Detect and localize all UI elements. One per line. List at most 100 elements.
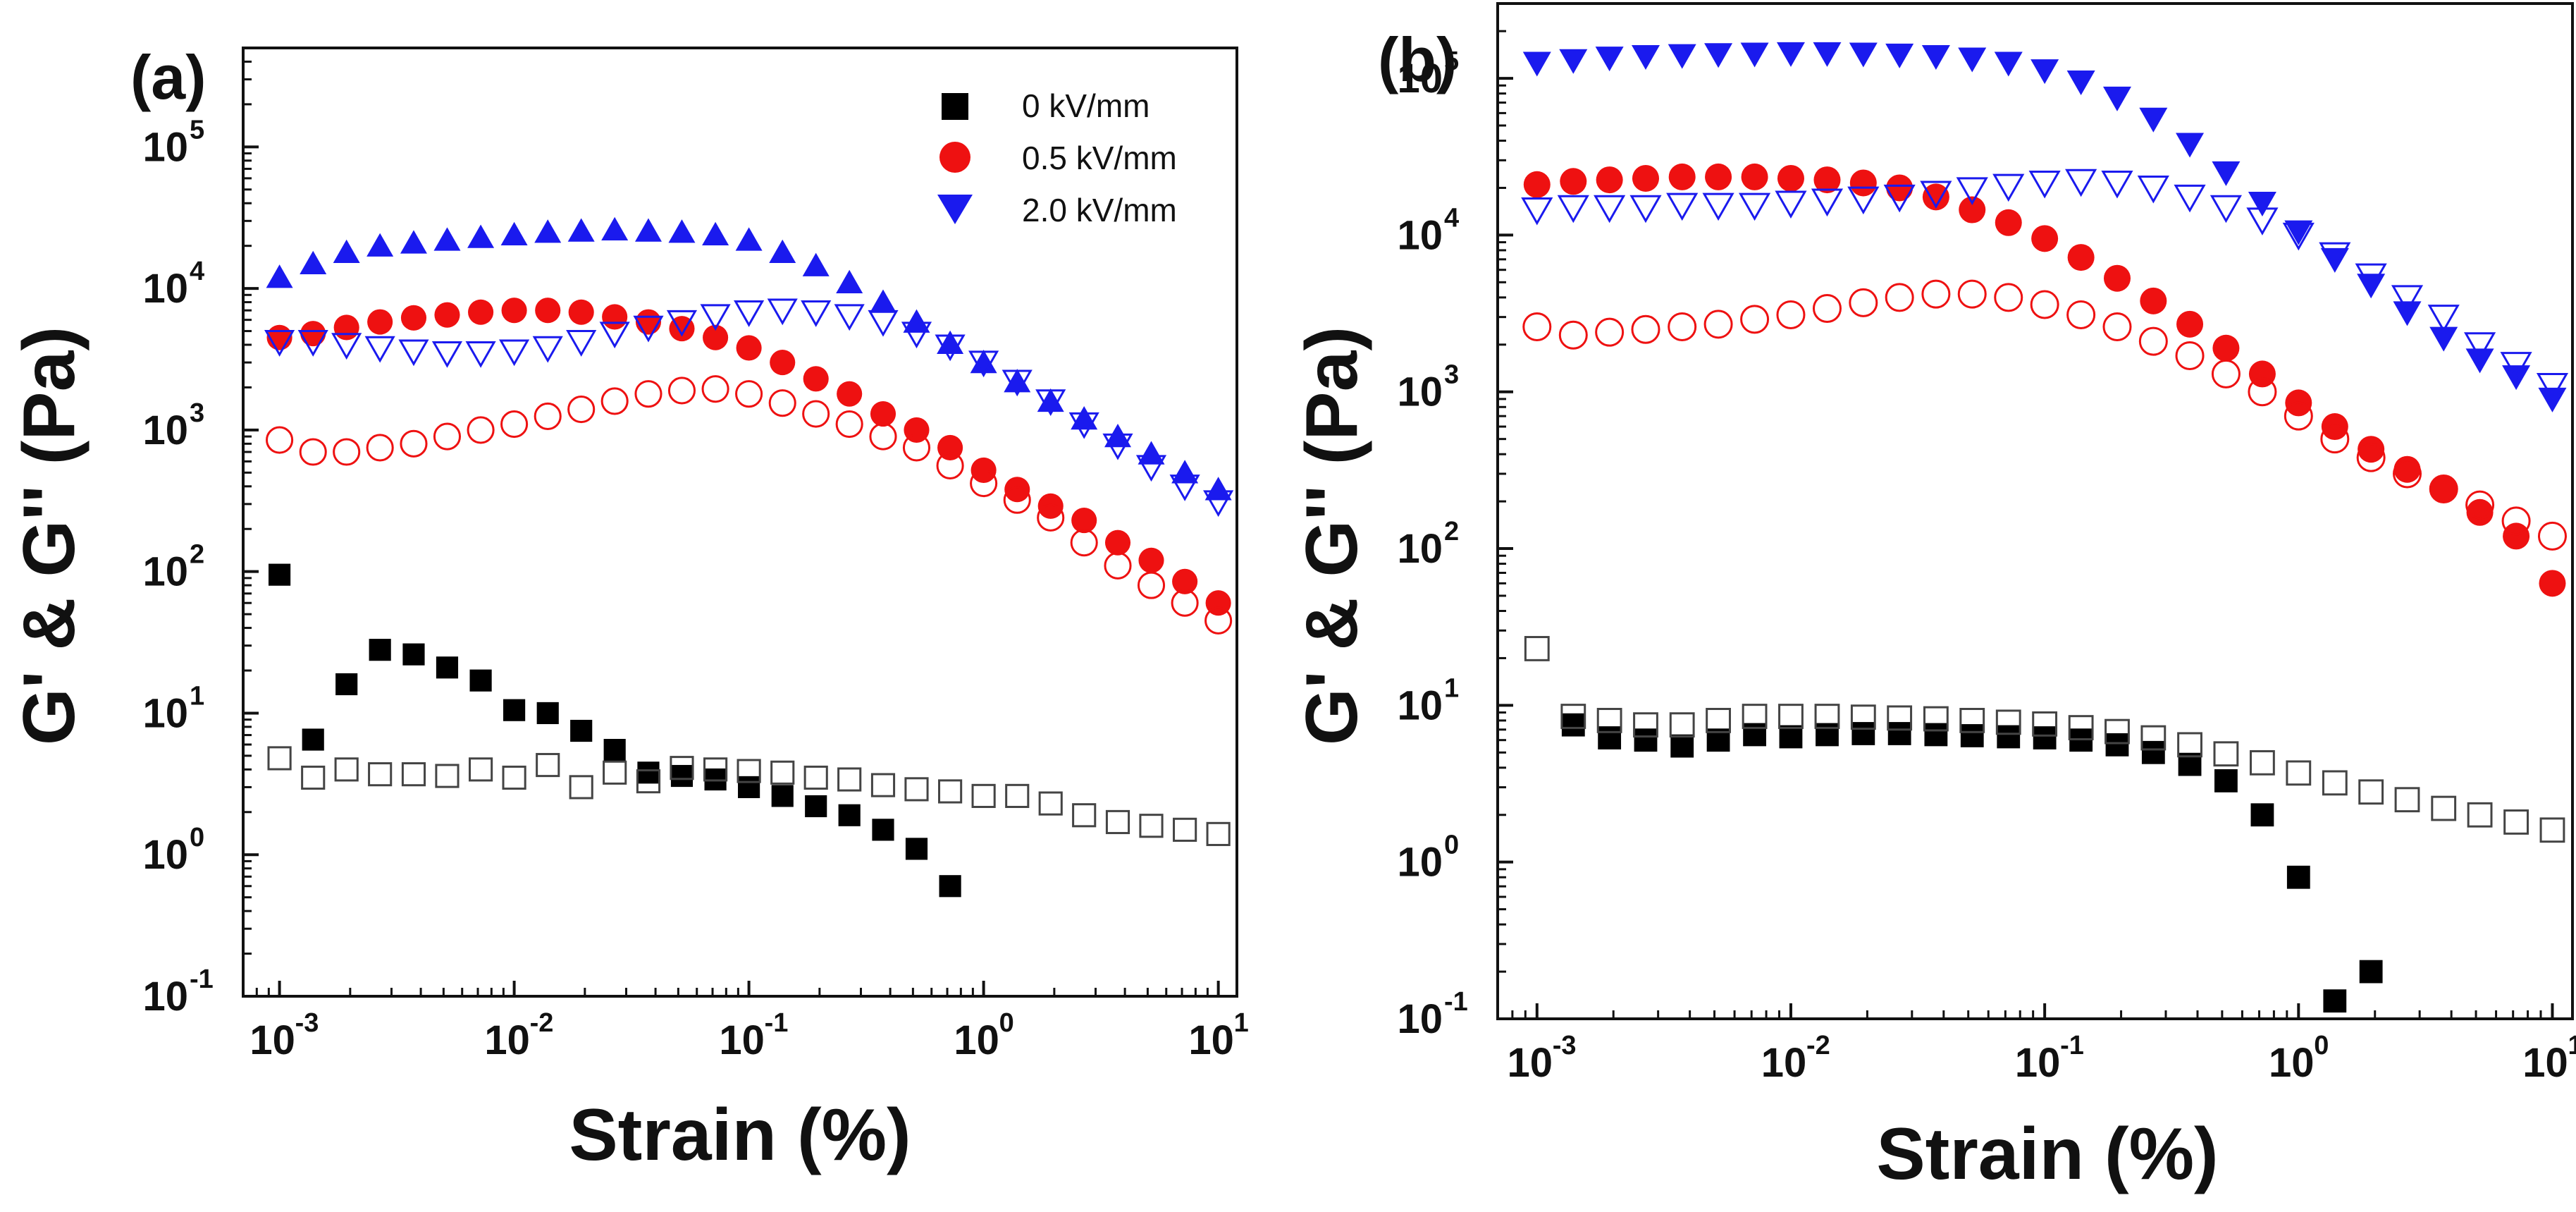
panel-b-series4-point: [2066, 71, 2095, 96]
panel-b-series2-point: [1523, 171, 1551, 198]
panel-a-series4-point: [1204, 477, 1232, 501]
panel-b-series0-point: [2141, 740, 2165, 764]
panel-b-series1-point: [2503, 809, 2529, 835]
panel-b-series1-point: [1850, 704, 1876, 730]
panel-a-series0-point: [805, 795, 827, 818]
panel-a-series0-point: [269, 563, 291, 586]
y-tick-exponent: 5: [1444, 47, 1459, 76]
panel-b-series1-point: [1814, 704, 1840, 729]
panel-b-series5-point: [2028, 170, 2061, 199]
panel-a-series4-point: [1138, 441, 1165, 465]
panel-b-series3-point: [2248, 377, 2277, 407]
y-tick-exponent: -1: [190, 965, 214, 994]
panel-b-series2-point: [2503, 522, 2530, 550]
panel-b-series5-point: [2174, 184, 2206, 213]
panel-b-series5-point: [2282, 222, 2315, 251]
panel-a-series0-point: [436, 656, 459, 679]
panel-a-series2-point: [568, 299, 594, 325]
panel-b-series4-point: [1958, 47, 1987, 73]
panel-b-series3-point: [2465, 490, 2495, 520]
panel-a-series1-point: [569, 775, 593, 800]
panel-b-series1-point: [2140, 725, 2167, 751]
panel-b-series5-point: [2137, 175, 2169, 204]
panel-b-series4-point: [1668, 44, 1696, 69]
x-tick-exponent: -3: [295, 1008, 319, 1038]
panel-b-series0-point: [1997, 725, 2021, 749]
panel-b-series0-point: [1779, 725, 1803, 749]
panel-b-series1-point: [1742, 704, 1768, 729]
panel-b-series1-point: [2394, 787, 2420, 813]
panel-a-series3-point: [266, 426, 294, 454]
legend-marker-0kv: [942, 93, 968, 120]
y-tick-label: 10: [1397, 369, 1443, 415]
panel-b-series0-point: [1561, 713, 1585, 737]
panel-a-series1-point: [1206, 821, 1231, 846]
panel-b-series0-point: [1851, 722, 1875, 745]
panel-a-series1-point: [301, 765, 326, 790]
panel-a-series4-point: [1171, 460, 1199, 484]
panel-a-series5-point: [767, 298, 798, 326]
panel-b-series5-point: [1738, 192, 1771, 221]
panel-b-series3-point: [2537, 521, 2567, 551]
panel-b-series4-point: [1595, 47, 1624, 72]
panel-b-series5-point: [1956, 177, 1988, 205]
panel-b-series3-point: [2429, 475, 2458, 504]
panel-b-series5-point: [1920, 180, 1952, 209]
x-tick-label: 10: [1188, 1017, 1234, 1063]
panel-a-data-marks: [264, 216, 1234, 898]
panel-b-series3-point: [1631, 314, 1660, 344]
panel-b-series0-point: [2105, 733, 2129, 757]
panel-b-series1-point: [1778, 704, 1804, 729]
panel-b-series2-point: [1922, 183, 1949, 211]
panel-a-series3-point: [701, 375, 729, 403]
panel-a-series3-point: [735, 380, 763, 408]
panel-a-series3-point: [1003, 486, 1031, 514]
panel-b-series3-point: [1703, 310, 1733, 339]
legend-label-0kv: 0 kV/mm: [1022, 87, 1150, 124]
panel-b-series1-point: [2467, 802, 2493, 828]
panel-a-series1-point: [670, 756, 694, 781]
y-tick-exponent: 4: [1444, 203, 1459, 233]
y-tick-exponent: 4: [190, 257, 204, 286]
panel-b-series5-point: [1811, 188, 1844, 217]
panel-b-series4-point: [1704, 43, 1733, 68]
panel-b-series0-point: [1670, 734, 1694, 758]
panel-b-series0-point: [2250, 803, 2274, 827]
panel-b-series2-point: [1813, 166, 1841, 194]
x-tick-exponent: 0: [2314, 1031, 2329, 1060]
y-tick-label: 10: [142, 266, 188, 312]
panel-b-series3-point: [1595, 317, 1625, 347]
panel-b-series5-point: [1775, 190, 1807, 219]
panel-a-series1-point: [803, 765, 828, 790]
panel-a-series2-point: [434, 302, 460, 328]
x-tick-label: 10: [2015, 1040, 2061, 1086]
y-tick-label: 10: [142, 408, 188, 453]
panel-b-series1-point: [1706, 708, 1731, 733]
panel-b-series3-point: [2320, 424, 2350, 454]
panel-b-series0-point: [1924, 723, 1948, 747]
panel-a-series0-point: [670, 764, 694, 788]
panel-a-series4-point: [601, 216, 629, 240]
panel-a-series3-point: [936, 451, 964, 479]
panel-a-series5-point: [700, 304, 731, 331]
panel-a-series4-point: [1037, 388, 1064, 412]
panel-b-series1-point: [1633, 712, 1658, 738]
x-tick-exponent: 1: [2568, 1031, 2576, 1060]
legend-marker-2kv: [937, 195, 973, 224]
panel-b-series3-point: [1994, 283, 2023, 312]
panel-b-series5-point: [2391, 285, 2424, 313]
panel-b-series5-point: [2101, 170, 2133, 199]
y-tick-label: 10: [142, 974, 188, 1020]
panel-b-series3-point: [2501, 506, 2531, 536]
panel-b-series5-point: [1992, 173, 2025, 202]
panel-a-series1-point: [536, 752, 560, 778]
y-tick-label: 10: [1397, 840, 1443, 886]
panel-a-series3-point: [768, 389, 796, 417]
panel-a-legend: 0 kV/mm 0.5 kV/mm 2.0 kV/mm: [937, 87, 1177, 228]
panel-a-series1-point: [938, 779, 963, 804]
panel-b-series3-point: [1522, 312, 1552, 341]
panel-b-series4-point: [2357, 274, 2386, 299]
panel-b-series3-point: [1776, 300, 1806, 329]
panel-b-series1-point: [1887, 705, 1913, 731]
panel-a-series2-point: [736, 335, 762, 361]
